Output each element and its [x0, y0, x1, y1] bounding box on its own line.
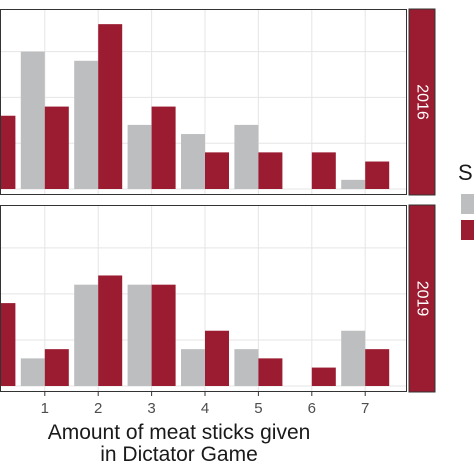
x-tick-label-4: 4: [201, 400, 209, 417]
facet-strip-label: 2016: [414, 84, 431, 120]
bar-2016-series1-cat5: [234, 124, 259, 189]
panel-border: [0, 205, 407, 392]
bar-2019-series2-cat2: [98, 275, 123, 386]
bar-2019-series1-cat2: [74, 284, 99, 386]
bar-2016-series2-cat4: [205, 152, 229, 189]
bar-2019-series2-cat5: [258, 358, 283, 386]
x-tick-label-6: 6: [308, 400, 316, 417]
bar-2016-series2-cat5: [258, 152, 283, 189]
bar-2019-series1-cat7: [341, 330, 366, 386]
x-tick-label-7: 7: [361, 400, 369, 417]
bar-2019-series2-cat4: [205, 330, 229, 386]
bar-2016-series2-cat6: [311, 152, 336, 189]
bar-2019-series2-cat7: [365, 349, 390, 386]
bar-group: [0, 24, 390, 190]
bar-2016-series2-cat1: [44, 106, 69, 189]
x-axis-title-line-2: in Dictator Game: [100, 443, 258, 466]
bar-2016-series2-cat0: [0, 115, 16, 189]
legend-title: S: [458, 160, 473, 185]
bar-2016-series1-cat2: [74, 60, 99, 189]
bar-2016-series2-cat7: [365, 161, 390, 189]
bar-2019-series2-cat6: [311, 367, 336, 386]
bar-2019-series2-cat1: [44, 349, 69, 386]
bar-group: [0, 275, 390, 386]
bar-2019-series2-cat0: [0, 303, 16, 386]
bar-2019-series2-cat3: [151, 284, 176, 386]
bar-2016-series1-cat4: [181, 134, 205, 189]
bar-2016-series1-cat3: [127, 124, 152, 189]
facet-panel-2016: 2016: [0, 8, 436, 196]
x-tick-label-3: 3: [147, 400, 155, 417]
x-tick-label-1: 1: [41, 400, 49, 417]
x-axis-ticks: 1 2 3 4 5 6 7: [41, 392, 369, 417]
facet-strip-2019: [408, 204, 436, 393]
facet-panels: 2016 2019: [0, 8, 436, 393]
bar-2019-series1-cat4: [181, 349, 205, 386]
panel-border: [0, 9, 407, 195]
bar-2016-series2-cat2: [98, 24, 123, 189]
facet-strip-2016: [408, 8, 436, 196]
bar-2019-series1-cat3: [127, 284, 152, 386]
legend-key-2: [461, 220, 474, 240]
facet-strip-label: 2019: [414, 281, 431, 317]
legend: S: [458, 160, 474, 240]
legend-key-1: [461, 194, 474, 214]
facet-panel-2019: 2019: [0, 204, 436, 393]
bar-2016-series1-cat7: [341, 179, 366, 189]
x-tick-label-2: 2: [94, 400, 102, 417]
bar-2016-series1-cat1: [20, 51, 45, 190]
bar-2016-series2-cat3: [151, 106, 176, 189]
x-axis-title-line-1: Amount of meat sticks given: [48, 421, 311, 444]
bar-2019-series1-cat5: [234, 349, 259, 386]
x-tick-label-5: 5: [254, 400, 262, 417]
bar-2019-series1-cat1: [20, 358, 45, 386]
